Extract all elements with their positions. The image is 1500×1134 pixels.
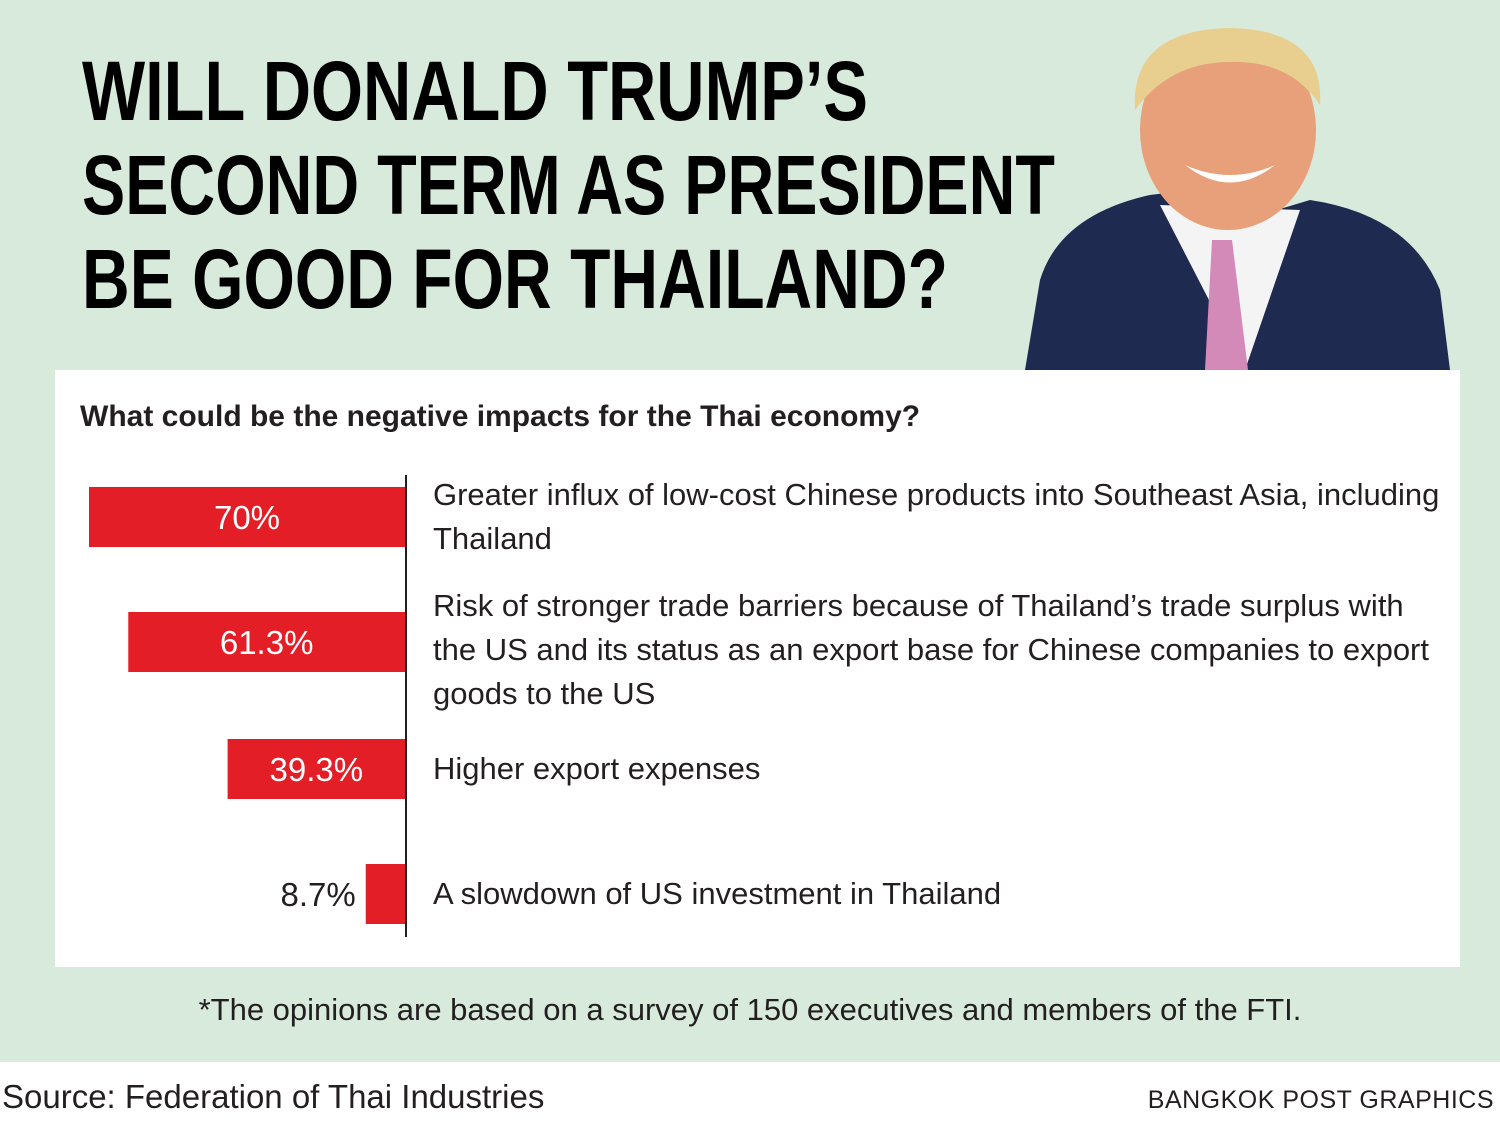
- hair: [1134, 28, 1321, 110]
- footnote: *The opinions are based on a survey of 1…: [198, 992, 1302, 1027]
- footer-strip: [0, 1062, 1500, 1134]
- value-label: 39.3%: [270, 751, 364, 788]
- category-label-box: A slowdown of US investment in Thailand: [433, 834, 1443, 954]
- bar: [128, 612, 405, 672]
- tie: [1205, 240, 1248, 370]
- title-line: BE GOOD FOR THAILAND?: [82, 232, 948, 326]
- bar: [227, 739, 405, 799]
- plot: 70% 61.3% 39.3% 8.7%: [89, 487, 405, 924]
- value-label: 70%: [214, 499, 280, 536]
- subtitle: What could be the negative impacts for t…: [80, 400, 921, 433]
- bar: [365, 864, 405, 924]
- face: [1140, 30, 1316, 230]
- category-label-box: Higher export expenses: [433, 709, 1443, 829]
- category-label-box: Risk of stronger trade barriers because …: [433, 588, 1443, 711]
- title-line: SECOND TERM AS PRESIDENT: [82, 138, 1055, 232]
- value-label: 61.3%: [220, 624, 314, 661]
- category-label: A slowdown of US investment in Thailand: [433, 876, 1002, 911]
- credit: BANGKOK POST GRAPHICS: [1147, 1086, 1494, 1114]
- portrait: [1025, 28, 1450, 370]
- category-label-box: Greater influx of low-cost Chinese produ…: [433, 457, 1443, 577]
- category-label: Risk of stronger trade barriers because …: [433, 588, 1429, 711]
- category-label: Higher export expenses: [433, 751, 761, 786]
- value-label: 8.7%: [281, 876, 356, 913]
- bar: [89, 487, 405, 547]
- title-line: WILL DONALD TRUMP’S: [82, 44, 868, 138]
- category-label: Greater influx of low-cost Chinese produ…: [433, 477, 1440, 556]
- source: Source: Federation of Thai Industries: [2, 1078, 545, 1115]
- smile: [1185, 165, 1275, 183]
